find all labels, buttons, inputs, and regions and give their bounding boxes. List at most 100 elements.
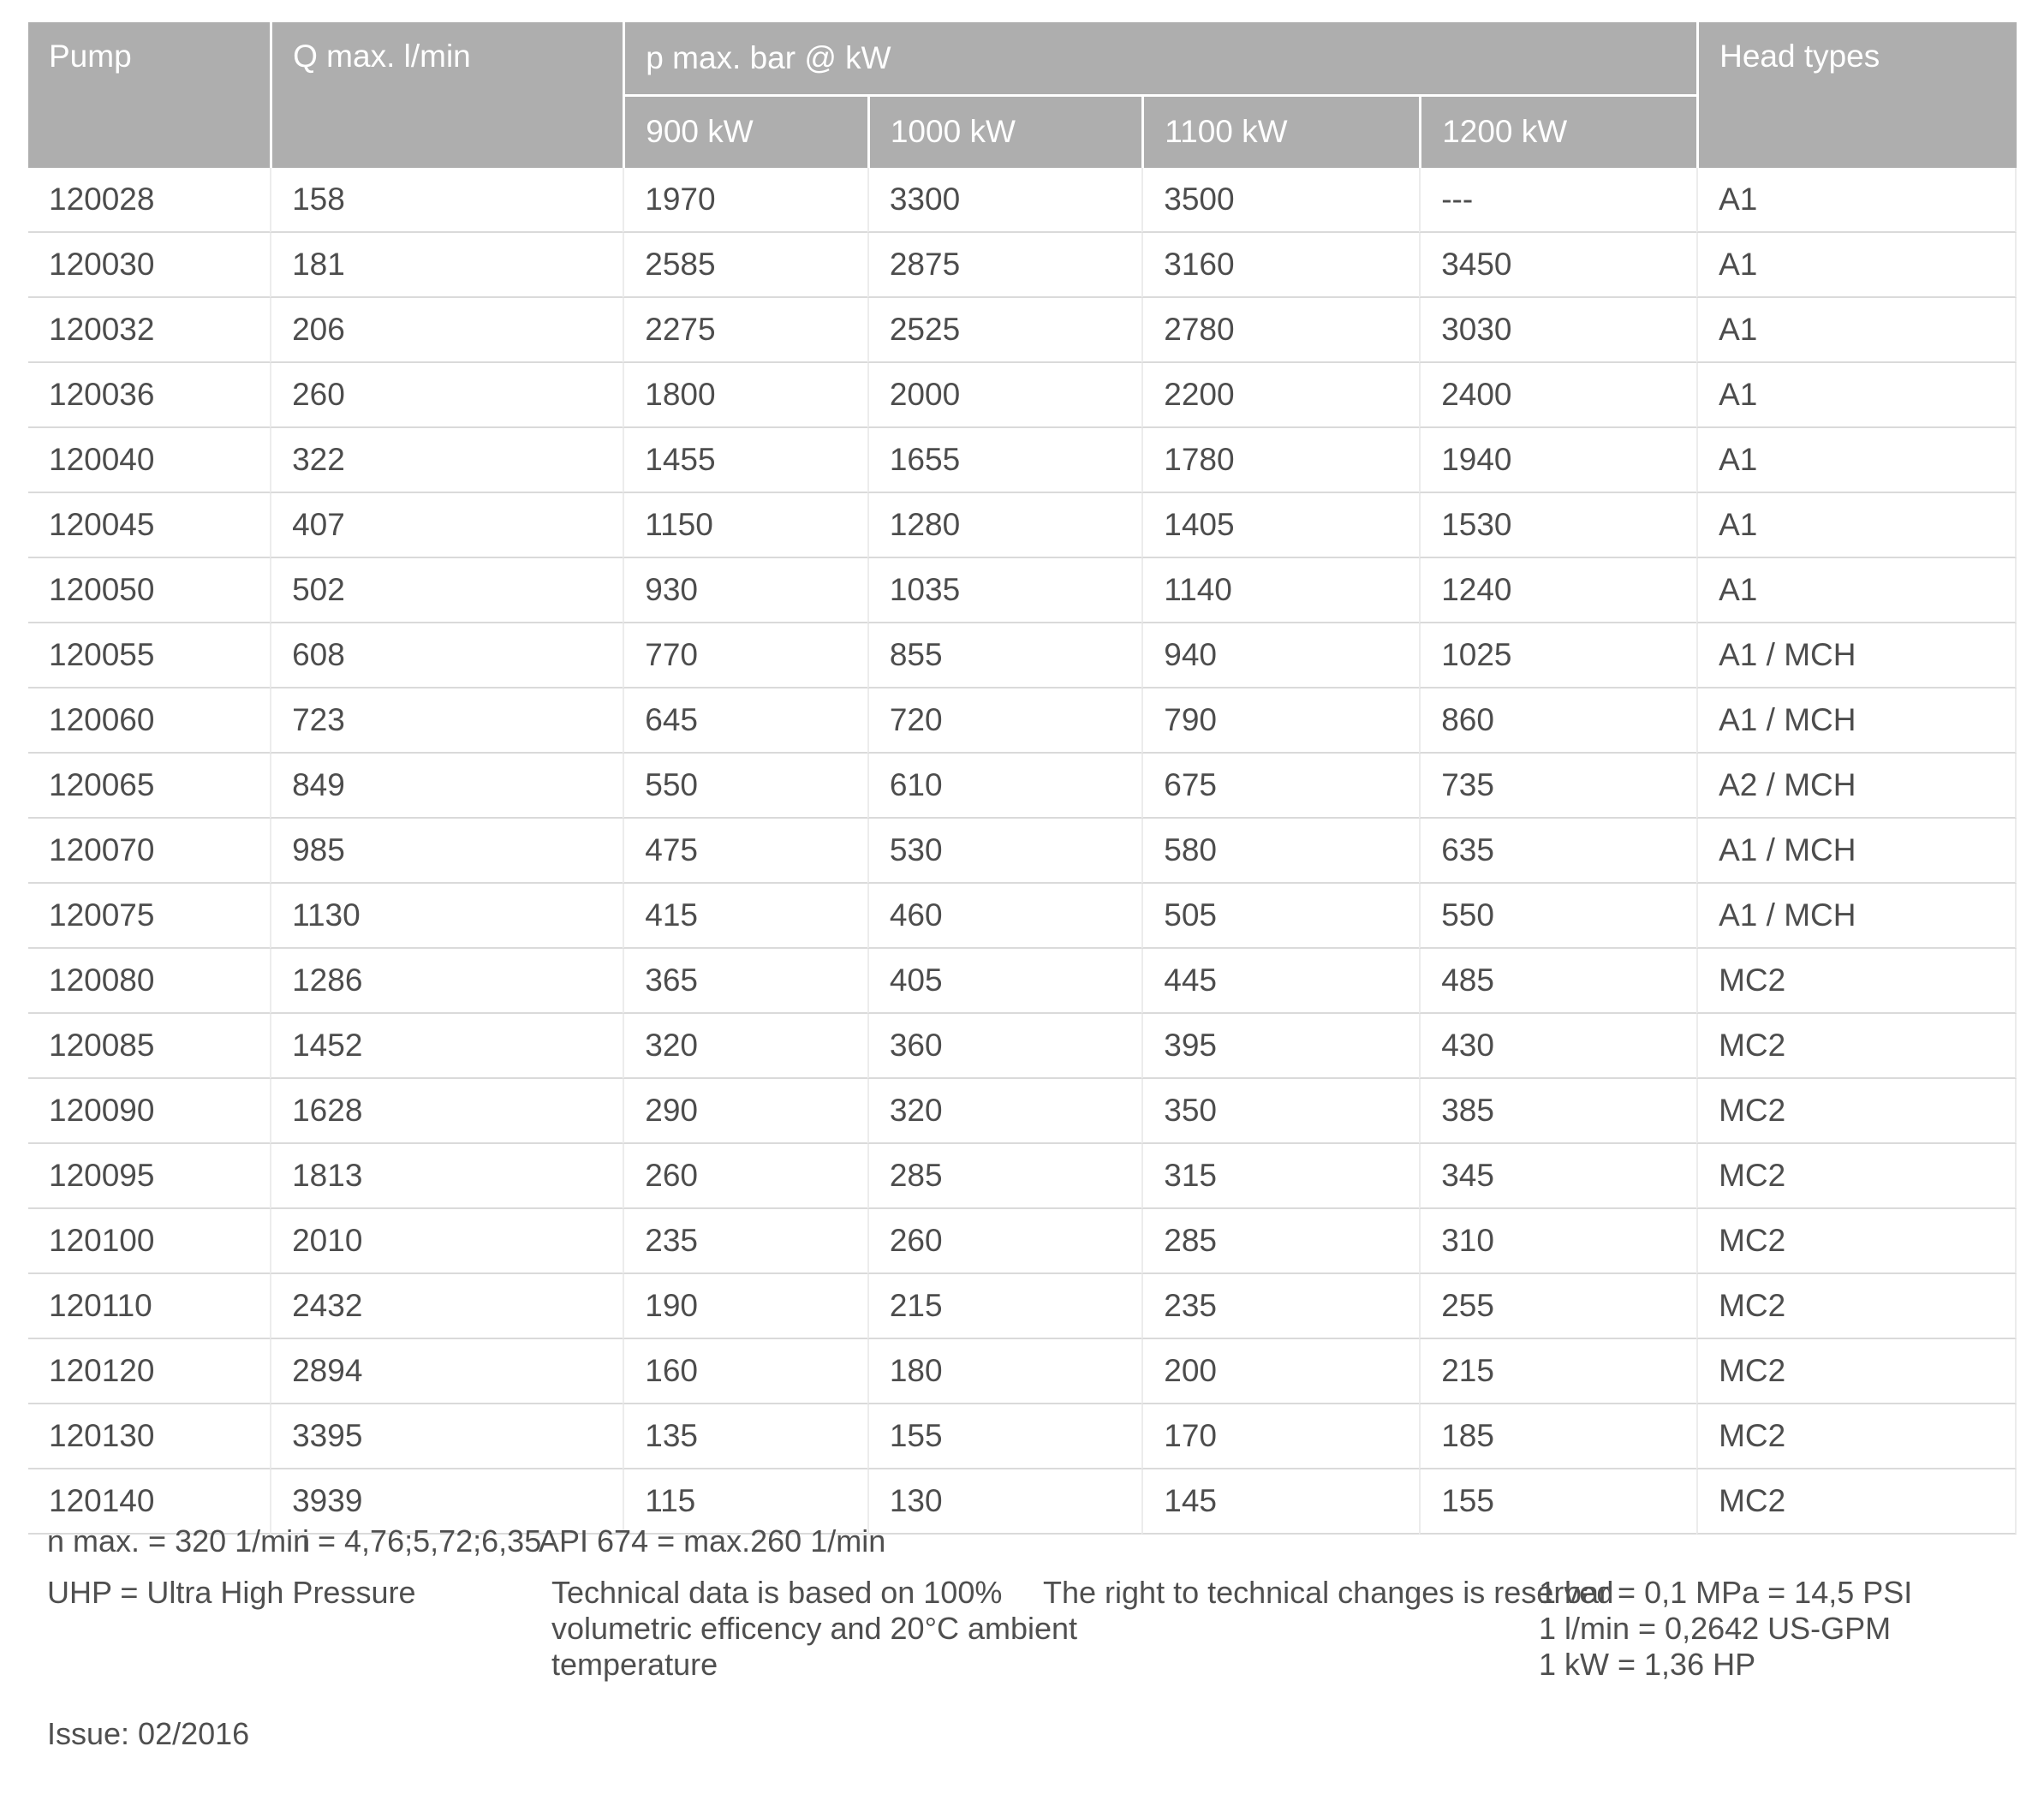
q-max-cell: 181 bbox=[270, 233, 623, 298]
pump-id-cell: 120095 bbox=[28, 1144, 271, 1209]
pump-id-cell: 120055 bbox=[28, 623, 271, 688]
conversion-lmin-gpm: 1 l/min = 0,2642 US-GPM bbox=[1539, 1611, 1892, 1646]
p-1100kw-cell: 3160 bbox=[1141, 233, 1420, 298]
q-max-cell: 985 bbox=[270, 819, 623, 884]
q-max-cell: 1286 bbox=[270, 949, 623, 1014]
pump-id-cell: 120080 bbox=[28, 949, 271, 1014]
table-row: 120140 3939 115 130 145 155 MC2 bbox=[28, 1469, 2017, 1535]
q-max-cell: 502 bbox=[270, 558, 623, 623]
p-1200kw-cell: 635 bbox=[1419, 819, 1697, 884]
table-row: 120100 2010 235 260 285 310 MC2 bbox=[28, 1209, 2017, 1274]
header-row-top: Pump Q max. l/min p max. bar @ kW Head t… bbox=[28, 22, 2017, 168]
p-1200kw-cell: 2400 bbox=[1419, 363, 1697, 428]
pump-id-cell: 120075 bbox=[28, 884, 271, 949]
head-type-cell: A1 bbox=[1696, 233, 2017, 298]
table-row: 120130 3395 135 155 170 185 MC2 bbox=[28, 1404, 2017, 1469]
p-1000kw-cell: 460 bbox=[867, 884, 1142, 949]
head-type-cell: A1 bbox=[1696, 493, 2017, 558]
p-1200kw-cell: 1240 bbox=[1419, 558, 1697, 623]
conversion-kw-hp: 1 kW = 1,36 HP bbox=[1539, 1647, 1756, 1682]
p-1000kw-cell: 2875 bbox=[867, 233, 1142, 298]
p-900kw-cell: 135 bbox=[623, 1404, 867, 1469]
pump-id-cell: 120100 bbox=[28, 1209, 271, 1274]
p-1100kw-cell: 580 bbox=[1141, 819, 1420, 884]
p-900kw-cell: 415 bbox=[623, 884, 867, 949]
p-900kw-cell: 2585 bbox=[623, 233, 867, 298]
p-1100kw-cell: 675 bbox=[1141, 754, 1420, 819]
head-type-cell: A2 / MCH bbox=[1696, 754, 2017, 819]
p-1000kw-cell: 2525 bbox=[867, 298, 1142, 363]
pump-id-cell: 120060 bbox=[28, 688, 271, 754]
column-header-1000kw: 1000 kW bbox=[867, 96, 1142, 168]
pump-id-cell: 120028 bbox=[28, 168, 271, 233]
pump-id-cell: 120030 bbox=[28, 233, 271, 298]
head-type-cell: MC2 bbox=[1696, 1209, 2017, 1274]
p-1200kw-cell: 430 bbox=[1419, 1014, 1697, 1079]
p-1100kw-cell: 1405 bbox=[1141, 493, 1420, 558]
p-1100kw-cell: 2200 bbox=[1141, 363, 1420, 428]
table-row: 120055 608 770 855 940 1025 A1 / MCH bbox=[28, 623, 2017, 688]
q-max-cell: 1452 bbox=[270, 1014, 623, 1079]
p-900kw-cell: 320 bbox=[623, 1014, 867, 1079]
q-max-cell: 407 bbox=[270, 493, 623, 558]
p-1000kw-cell: 215 bbox=[867, 1274, 1142, 1339]
p-1000kw-cell: 1035 bbox=[867, 558, 1142, 623]
p-1100kw-cell: 200 bbox=[1141, 1339, 1420, 1404]
table-row: 120110 2432 190 215 235 255 MC2 bbox=[28, 1274, 2017, 1339]
pump-id-cell: 120085 bbox=[28, 1014, 271, 1079]
p-900kw-cell: 365 bbox=[623, 949, 867, 1014]
pump-id-cell: 120120 bbox=[28, 1339, 271, 1404]
head-type-cell: A1 / MCH bbox=[1696, 884, 2017, 949]
table-row: 120085 1452 320 360 395 430 MC2 bbox=[28, 1014, 2017, 1079]
head-type-cell: MC2 bbox=[1696, 1144, 2017, 1209]
p-1000kw-cell: 530 bbox=[867, 819, 1142, 884]
p-900kw-cell: 290 bbox=[623, 1079, 867, 1144]
p-1000kw-cell: 360 bbox=[867, 1014, 1142, 1079]
head-type-cell: A1 bbox=[1696, 363, 2017, 428]
p-900kw-cell: 475 bbox=[623, 819, 867, 884]
column-header-head-types: Head types bbox=[1696, 22, 2017, 168]
head-type-cell: MC2 bbox=[1696, 1014, 2017, 1079]
table-row: 120060 723 645 720 790 860 A1 / MCH bbox=[28, 688, 2017, 754]
p-900kw-cell: 235 bbox=[623, 1209, 867, 1274]
p-900kw-cell: 260 bbox=[623, 1144, 867, 1209]
pump-id-cell: 120065 bbox=[28, 754, 271, 819]
head-type-cell: MC2 bbox=[1696, 1404, 2017, 1469]
table-row: 120032 206 2275 2525 2780 3030 A1 bbox=[28, 298, 2017, 363]
p-1100kw-cell: 3500 bbox=[1141, 168, 1420, 233]
q-max-cell: 849 bbox=[270, 754, 623, 819]
issue-date: Issue: 02/2016 bbox=[47, 1716, 250, 1751]
footnote-api: API 674 = max.260 1/min bbox=[539, 1523, 886, 1559]
footnote-technical-line-2: volumetric efficency and 20°C ambient bbox=[551, 1611, 1078, 1646]
head-type-cell: A1 bbox=[1696, 298, 2017, 363]
table-row: 120080 1286 365 405 445 485 MC2 bbox=[28, 949, 2017, 1014]
table-row: 120028 158 1970 3300 3500 --- A1 bbox=[28, 168, 2017, 233]
table-row: 120065 849 550 610 675 735 A2 / MCH bbox=[28, 754, 2017, 819]
table-row: 120030 181 2585 2875 3160 3450 A1 bbox=[28, 233, 2017, 298]
p-900kw-cell: 2275 bbox=[623, 298, 867, 363]
p-900kw-cell: 160 bbox=[623, 1339, 867, 1404]
p-1000kw-cell: 155 bbox=[867, 1404, 1142, 1469]
p-1100kw-cell: 170 bbox=[1141, 1404, 1420, 1469]
p-1200kw-cell: 385 bbox=[1419, 1079, 1697, 1144]
column-header-1200kw: 1200 kW bbox=[1419, 96, 1697, 168]
p-1100kw-cell: 2780 bbox=[1141, 298, 1420, 363]
footnote-uhp: UHP = Ultra High Pressure bbox=[47, 1575, 416, 1610]
head-type-cell: MC2 bbox=[1696, 1079, 2017, 1144]
p-1200kw-cell: 1025 bbox=[1419, 623, 1697, 688]
p-1200kw-cell: 1530 bbox=[1419, 493, 1697, 558]
head-type-cell: A1 bbox=[1696, 558, 2017, 623]
p-1000kw-cell: 855 bbox=[867, 623, 1142, 688]
p-1200kw-cell: 255 bbox=[1419, 1274, 1697, 1339]
p-900kw-cell: 1970 bbox=[623, 168, 867, 233]
p-1000kw-cell: 405 bbox=[867, 949, 1142, 1014]
footnote-technical-line-1: Technical data is based on 100% bbox=[551, 1575, 1003, 1610]
p-900kw-cell: 190 bbox=[623, 1274, 867, 1339]
conversion-bar-psi: 1 bar = 0,1 MPa = 14,5 PSI bbox=[1539, 1575, 1913, 1610]
table-row: 120050 502 930 1035 1140 1240 A1 bbox=[28, 558, 2017, 623]
p-1200kw-cell: 550 bbox=[1419, 884, 1697, 949]
table-row: 120090 1628 290 320 350 385 MC2 bbox=[28, 1079, 2017, 1144]
p-1000kw-cell: 320 bbox=[867, 1079, 1142, 1144]
p-1100kw-cell: 445 bbox=[1141, 949, 1420, 1014]
